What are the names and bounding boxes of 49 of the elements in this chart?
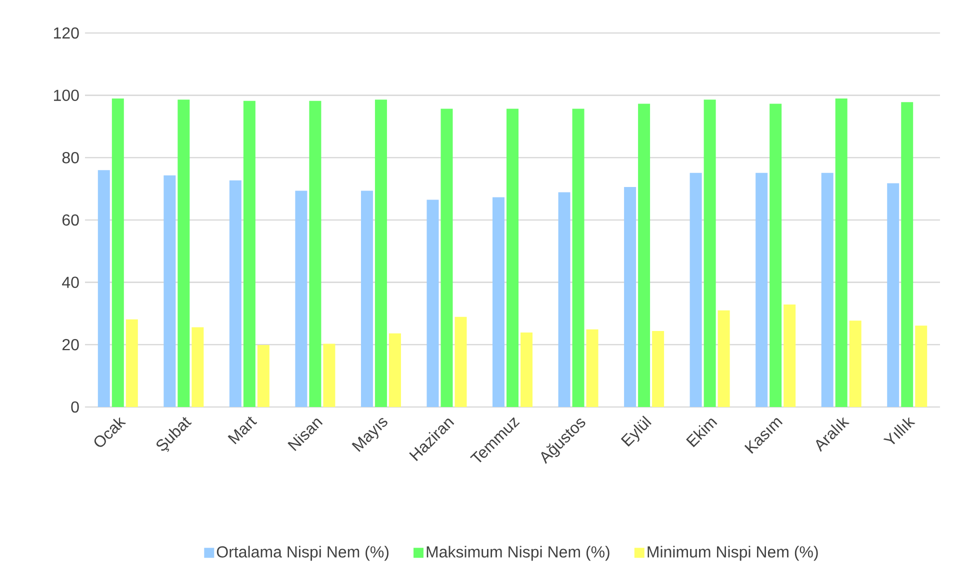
bar	[558, 192, 570, 407]
bar	[690, 172, 702, 407]
bar	[178, 100, 190, 407]
bar	[243, 100, 256, 407]
bar	[388, 333, 401, 407]
bar	[915, 326, 928, 407]
bar	[374, 100, 387, 407]
bar	[572, 108, 584, 407]
bar	[901, 102, 914, 407]
bar	[295, 190, 308, 407]
bar	[309, 100, 322, 407]
bar	[126, 319, 138, 407]
bar	[192, 327, 204, 407]
bar	[112, 98, 124, 407]
bar	[98, 170, 110, 407]
bar	[784, 304, 796, 407]
y-tick-label: 60	[62, 214, 79, 226]
bar	[426, 200, 439, 407]
bar	[718, 310, 730, 407]
bar	[323, 344, 336, 407]
bar	[849, 320, 862, 407]
bar	[229, 180, 242, 407]
bar	[520, 332, 533, 407]
bar	[652, 330, 664, 407]
bar	[360, 190, 373, 407]
legend-label: Maksimum Nispi Nem (%)	[426, 546, 610, 561]
bar	[440, 108, 453, 407]
bar	[887, 183, 900, 407]
bar	[454, 316, 467, 407]
bar	[770, 104, 782, 407]
legend-label: Minimum Nispi Nem (%)	[648, 546, 818, 561]
y-tick-label: 80	[62, 152, 79, 164]
bar	[704, 100, 716, 407]
y-tick-label: 20	[62, 338, 79, 350]
bar	[821, 172, 834, 407]
bar	[586, 329, 598, 407]
y-tick-label: 120	[54, 27, 79, 39]
bar	[638, 104, 650, 407]
bar	[506, 108, 519, 407]
bar	[756, 172, 768, 407]
bar	[835, 98, 848, 407]
bar	[624, 186, 636, 407]
y-tick-label: 0	[71, 401, 79, 413]
bar	[164, 175, 176, 407]
y-tick-label: 100	[54, 90, 79, 101]
legend-label: Ortalama Nispi Nem (%)	[216, 546, 388, 561]
y-tick-label: 40	[62, 276, 79, 288]
bar	[257, 344, 270, 407]
bar	[492, 197, 505, 407]
